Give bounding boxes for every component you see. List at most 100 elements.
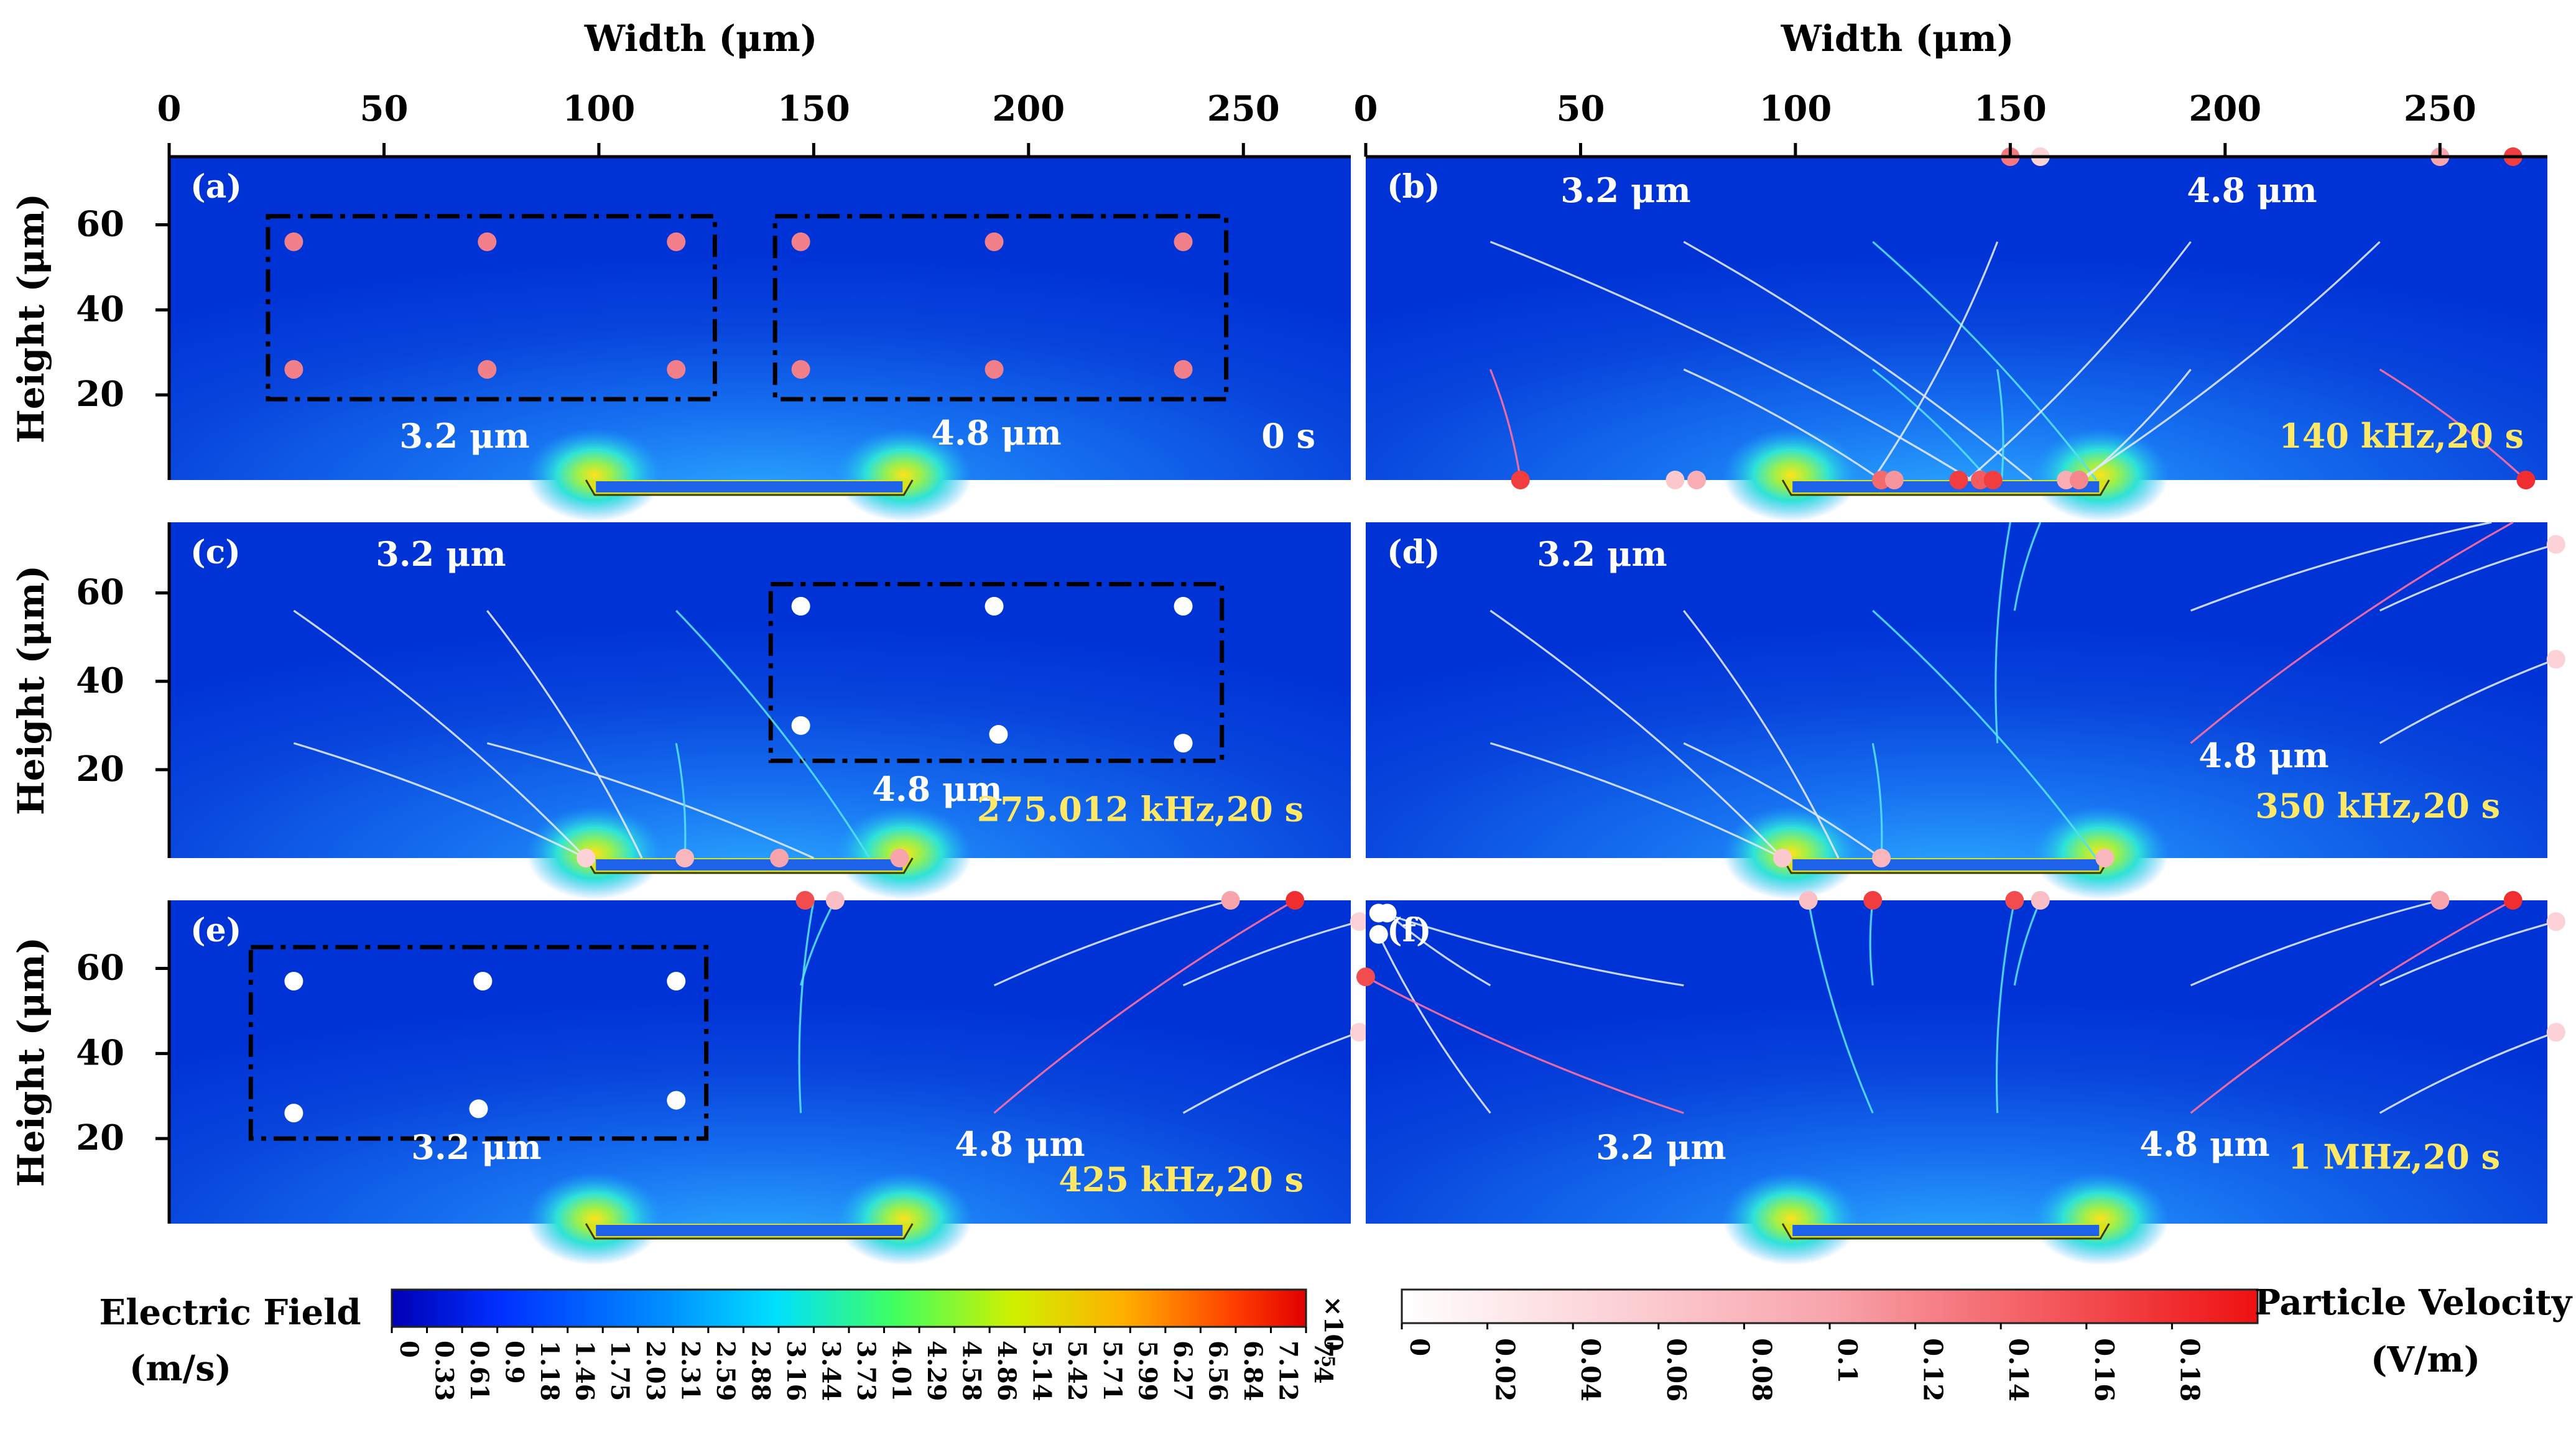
field-background	[1366, 522, 2547, 858]
electrode-glow	[1723, 428, 1860, 522]
particle-box	[248, 944, 709, 1141]
trajectory-line	[1490, 609, 1784, 859]
field-tick-label: 4.86	[992, 1341, 1021, 1401]
trajectory-line	[993, 899, 1295, 1114]
particle-point	[791, 360, 810, 379]
velocity-tick-label: 0.1	[1832, 1338, 1863, 1383]
channel-floor	[1792, 481, 2100, 492]
field-tick-label: 1.18	[535, 1341, 564, 1401]
size-label-4-8: 4.8 μm	[2198, 736, 2328, 775]
velocity-tick-label: 0.06	[1661, 1338, 1692, 1401]
trajectory-line	[1869, 900, 1874, 986]
particle-point	[825, 891, 845, 910]
particle-point	[675, 849, 695, 867]
field-tick-label: 0.61	[465, 1341, 494, 1401]
field-multiplier-exponent: 5	[1318, 1355, 1338, 1367]
field-tick-label: 0.33	[430, 1341, 459, 1401]
particle-point	[284, 360, 303, 379]
particle-point	[1174, 734, 1193, 753]
particle-point	[1174, 597, 1193, 616]
panel-a: (a) 3.2 μm 4.8 μm 0 s 0 50 100 150 200 250 Width (…	[10, 17, 1351, 522]
particle-point	[791, 716, 810, 735]
particle-point	[1666, 471, 1685, 489]
particle-point	[1369, 903, 1388, 923]
field-tick-label: 7.12	[1273, 1341, 1302, 1401]
y-tick-label: 60	[76, 203, 124, 244]
particle-point	[2095, 849, 2115, 867]
trajectory-line	[1872, 609, 2097, 859]
panel-label: (a)	[190, 168, 242, 206]
field-tick-label: 1.75	[605, 1341, 634, 1401]
condition-label: 140 kHz,20 s	[2279, 416, 2524, 456]
y-tick-label: 40	[76, 660, 124, 701]
condition-label: 425 kHz,20 s	[1059, 1160, 1304, 1199]
particle-point	[1971, 471, 1990, 489]
electrode-glow	[1723, 806, 1860, 900]
trajectory-line	[1967, 241, 2192, 481]
electrode-glow	[526, 428, 663, 522]
particle-point	[791, 232, 810, 251]
particle-point	[2430, 891, 2450, 910]
size-label-4-8: 4.8 μm	[955, 1124, 1085, 1164]
particle-point	[667, 232, 686, 251]
particle-point	[770, 849, 789, 867]
electrode-glow	[835, 428, 973, 522]
particle-point	[1369, 925, 1388, 944]
trajectory-line	[293, 609, 587, 859]
y-tick-label: 40	[76, 289, 124, 330]
velocity-tick-label: 0.12	[1918, 1338, 1948, 1401]
particle-point	[2546, 1023, 2565, 1042]
field-tick-label: 0	[394, 1341, 424, 1358]
trajectory-line	[1386, 912, 1491, 987]
trajectory-line	[1995, 522, 2011, 744]
particle-point	[2503, 891, 2523, 910]
field-background	[1366, 900, 2547, 1224]
particle-point	[1949, 471, 1968, 489]
x-tick-label: 0	[1354, 88, 1378, 129]
particle-point	[2031, 891, 2050, 910]
particle-point	[1799, 891, 1818, 910]
field-tick-label: 0.9	[500, 1341, 529, 1384]
electrode-glow	[526, 806, 663, 900]
channel-floor	[1792, 1225, 2100, 1236]
trajectory-line	[2379, 658, 2557, 744]
channel-floor	[596, 859, 903, 870]
field-tick-label: 2.88	[746, 1341, 775, 1401]
size-label-4-8: 4.8 μm	[931, 413, 1061, 453]
trajectory-line	[486, 610, 643, 859]
velocity-tick-label: 0.14	[2003, 1338, 2034, 1401]
condition-label: 0 s	[1261, 416, 1315, 456]
particle-point	[2069, 471, 2088, 489]
channel-floor	[1792, 859, 2100, 870]
trajectory-line	[2013, 522, 2042, 611]
size-label-3-2: 3.2 μm	[1537, 534, 1667, 574]
trajectory-line	[293, 742, 586, 859]
trajectory-line	[993, 899, 1231, 987]
x-tick-label: 150	[1974, 88, 2047, 129]
trajectory-line	[798, 900, 815, 1114]
panel-label: (b)	[1387, 168, 1440, 206]
velocity-tick-label: 0.08	[1746, 1338, 1777, 1401]
trajectory-line	[1683, 368, 1882, 481]
field-tick-label: 2.31	[675, 1341, 705, 1401]
field-tick-label: 5.14	[1027, 1341, 1057, 1401]
field-background	[169, 157, 1351, 480]
particle-point	[989, 725, 1008, 744]
particle-point	[1356, 967, 1375, 987]
field-tick-label: 5.99	[1133, 1341, 1162, 1401]
field-multiplier: ×10	[1318, 1296, 1348, 1351]
velocity-tick-label: 0.02	[1490, 1338, 1521, 1401]
size-label-4-8: 4.8 μm	[872, 769, 1002, 809]
trajectory-line	[2190, 521, 2492, 612]
trajectory-line	[1807, 900, 1874, 1114]
particle-box	[772, 214, 1229, 402]
velocity-tick-label: 0.18	[2174, 1338, 2205, 1401]
field-background	[169, 522, 1351, 858]
field-background	[169, 900, 1351, 1224]
velocity-colorbar	[1401, 1288, 2259, 1324]
x-tick-label: 0	[157, 88, 182, 129]
trajectory-line	[1490, 742, 1783, 859]
trajectory-line	[1995, 900, 2016, 1114]
size-label-3-2: 3.2 μm	[1596, 1127, 1726, 1167]
x-tick-label: 100	[562, 88, 635, 129]
